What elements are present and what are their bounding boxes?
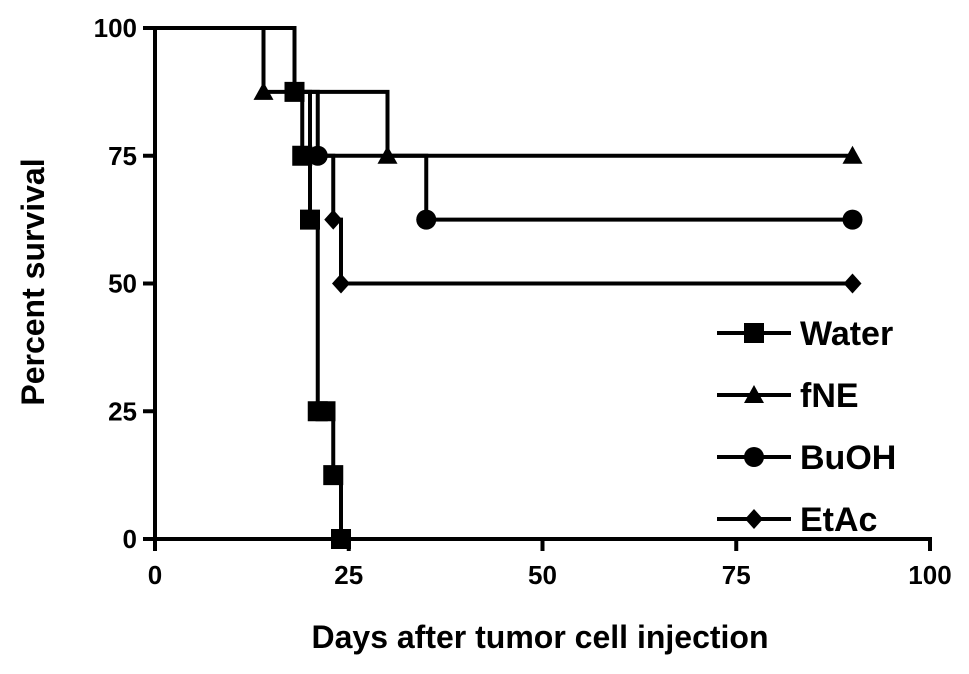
- series-line-water: [155, 26, 343, 539]
- legend-item-fne: fNE: [717, 377, 859, 415]
- legend-label-etac: EtAc: [800, 501, 877, 539]
- series-buoh: [155, 26, 863, 230]
- series-etac: [155, 26, 862, 294]
- legend-item-water: Water: [717, 315, 893, 353]
- x-axis-title: Days after tumor cell injection: [311, 619, 768, 655]
- series-water: [155, 26, 351, 549]
- legend: Water fNE BuOH EtAc: [717, 315, 896, 539]
- y-axis-title: Percent survival: [15, 158, 51, 405]
- legend-marker-etac: [745, 509, 763, 529]
- legend-label-water: Water: [800, 315, 893, 353]
- data-point-etac: [301, 145, 319, 166]
- series-group: [155, 26, 863, 549]
- legend-marker-fne: [744, 385, 764, 403]
- y-tick-label: 75: [108, 141, 137, 171]
- data-point-etac: [843, 273, 862, 294]
- legend-marker-water: [744, 323, 764, 343]
- legend-marker-buoh: [744, 447, 764, 467]
- x-tick-label: 100: [908, 560, 951, 590]
- x-tick-label: 25: [334, 560, 363, 590]
- data-point-buoh: [416, 209, 437, 230]
- y-tick-label: 0: [123, 524, 137, 554]
- y-tick-label: 25: [108, 396, 137, 426]
- x-tick-label: 0: [148, 560, 162, 590]
- data-point-etac: [324, 209, 343, 230]
- data-point-water: [300, 209, 320, 230]
- data-point-water: [315, 401, 336, 422]
- legend-item-buoh: BuOH: [717, 439, 896, 477]
- x-tick-label: 50: [528, 560, 557, 590]
- data-point-water: [323, 465, 344, 486]
- data-point-fne: [842, 145, 863, 164]
- plot-area: 0 25 50 75 100 0 25 50 75 100: [94, 13, 952, 590]
- series-line-etac: [155, 26, 853, 286]
- x-tick-label: 75: [722, 560, 751, 590]
- data-point-etac: [332, 273, 350, 294]
- legend-label-buoh: BuOH: [800, 439, 896, 477]
- data-point-water: [331, 529, 351, 549]
- data-point-buoh: [842, 209, 863, 230]
- series-line-buoh: [155, 26, 853, 222]
- series-fne: [155, 26, 863, 164]
- y-tick-label: 50: [108, 269, 137, 299]
- legend-label-fne: fNE: [800, 377, 859, 415]
- y-tick-label: 100: [94, 13, 137, 43]
- data-point-fne: [253, 81, 274, 100]
- legend-item-etac: EtAc: [717, 501, 877, 539]
